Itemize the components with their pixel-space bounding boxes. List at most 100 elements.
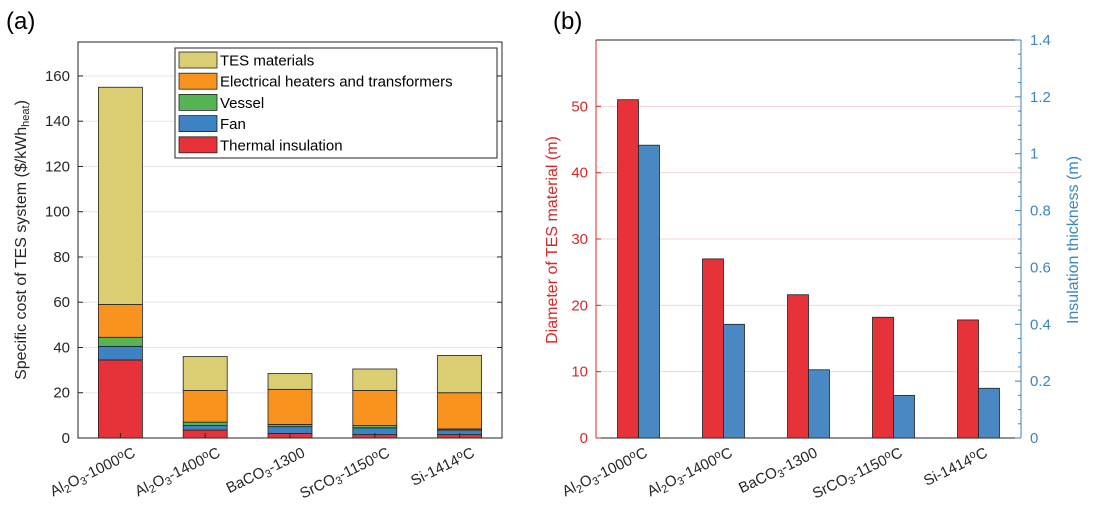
category-label-b-part: BaCO bbox=[736, 464, 780, 497]
category-label-a-part: -1300 bbox=[266, 444, 308, 476]
category-label-a-part: o bbox=[115, 448, 126, 461]
ytick-label-a: 140 bbox=[45, 113, 70, 130]
bar-segment bbox=[182, 425, 228, 431]
category-label-a-part: 3 bbox=[264, 468, 275, 481]
ytick-label-a: 0 bbox=[62, 430, 70, 447]
bar-segment bbox=[437, 355, 483, 394]
category-label-a-part: -1400 bbox=[166, 452, 208, 484]
bar-segment bbox=[98, 345, 143, 361]
y-axis-label-a-sub: heat bbox=[20, 105, 32, 126]
category-label-a-part: C bbox=[121, 444, 138, 464]
category-label-b-part: Si-1414 bbox=[921, 452, 975, 490]
legend-label: Electrical heaters and transformers bbox=[220, 74, 453, 91]
panel-b-label: (b) bbox=[553, 8, 582, 35]
bar-segment bbox=[98, 336, 143, 347]
category-label-b-part: o bbox=[627, 448, 638, 461]
ytick-label-b-left: 50 bbox=[571, 98, 588, 115]
ytick-label-b-right: 0.6 bbox=[1030, 259, 1051, 276]
category-label-b-part: -1300 bbox=[778, 444, 820, 476]
ytick-label-b-right: 0 bbox=[1030, 430, 1038, 447]
legend-label: Vessel bbox=[220, 95, 264, 112]
bar-segment bbox=[98, 359, 143, 439]
chart-b: 0 10 20 30 40 50 0 0.2 0.4 0.6 0.8 1 1.2 1.4 Al2O3-100… bbox=[544, 32, 1082, 504]
bar-segment bbox=[352, 390, 398, 426]
category-label-b-part: 2 bbox=[660, 483, 671, 496]
ytick-label-b-right: 1.4 bbox=[1030, 32, 1051, 49]
category-label-b-part: 2 bbox=[575, 483, 586, 496]
category-label-b-part: SrCO bbox=[810, 471, 851, 503]
category-label-a-part: 3 bbox=[163, 475, 174, 488]
legend-swatch bbox=[178, 72, 218, 90]
legend-swatch bbox=[178, 94, 218, 111]
category-label-b-part: o bbox=[882, 448, 893, 461]
category-label-a-part: o bbox=[200, 448, 211, 461]
category-label-b-part: 3 bbox=[676, 475, 687, 488]
ytick-label-a: 20 bbox=[53, 385, 70, 402]
ytick-label-b-left: 0 bbox=[580, 430, 588, 447]
ytick-label-a: 120 bbox=[45, 158, 70, 175]
ytick-label-b-left: 20 bbox=[571, 297, 588, 314]
chart-a: 0 20 40 60 80 100 120 140 160 Al2O3-1000oCAl2O3-1… bbox=[13, 41, 503, 504]
category-label-b-part: 3 bbox=[847, 475, 858, 488]
bar-segment bbox=[267, 426, 313, 434]
category-label-b-part: C bbox=[973, 444, 990, 464]
category-label-a-part: C bbox=[375, 444, 392, 464]
category-label-a: SrCO3-1150oC bbox=[297, 443, 394, 504]
category-label-a-part: 3 bbox=[79, 475, 90, 488]
category-label-b: Al2O3-1400oC bbox=[644, 443, 736, 502]
bar-segment bbox=[352, 368, 398, 391]
category-label-a-part: 3 bbox=[334, 475, 345, 488]
category-label-b-part: -1400 bbox=[678, 452, 720, 484]
bar-diameter bbox=[872, 316, 894, 439]
category-label-a-part: -1000 bbox=[81, 452, 123, 484]
category-label-b-part: 3 bbox=[591, 475, 602, 488]
y-axis-label-a: Specific cost of TES system ($/kWhheat) bbox=[13, 100, 32, 380]
category-label-b-part: C bbox=[888, 444, 905, 464]
bar-segment bbox=[182, 356, 228, 391]
bar-diameter bbox=[787, 294, 809, 439]
category-label-b-part: o bbox=[712, 448, 723, 461]
bar-segment bbox=[98, 304, 143, 338]
legend-box bbox=[174, 47, 498, 159]
category-label-a: Al2O3-1400oC bbox=[132, 443, 224, 502]
bar-segment bbox=[437, 392, 483, 430]
bar-diameter bbox=[957, 319, 979, 439]
bar-segment bbox=[98, 86, 143, 305]
category-label-a: Al2O3-1000oC bbox=[47, 443, 139, 502]
category-label-a-part: Si-1414 bbox=[408, 452, 462, 490]
ytick-label-a: 40 bbox=[53, 339, 70, 356]
ytick-label-a: 60 bbox=[53, 294, 70, 311]
category-label-b-part: -1000 bbox=[593, 452, 635, 484]
ytick-label-b-right: 1.2 bbox=[1030, 89, 1051, 106]
category-label-a-part: C bbox=[206, 444, 223, 464]
category-label-b: SrCO3-1150oC bbox=[809, 443, 906, 504]
category-label-b-part: C bbox=[633, 444, 650, 464]
bar-insulation bbox=[638, 144, 660, 439]
category-label-a-part: BaCO bbox=[224, 464, 268, 497]
ytick-label-b-left: 40 bbox=[571, 165, 588, 182]
category-label-a-part: C bbox=[460, 444, 477, 464]
legend-label: TES materials bbox=[220, 53, 314, 70]
category-label-b-part: C bbox=[718, 444, 735, 464]
category-label-a: BaCO3-1300 bbox=[224, 444, 309, 499]
bar-segment bbox=[267, 388, 313, 425]
category-label-b: Al2O3-1000oC bbox=[559, 443, 651, 502]
category-label-a-part: 2 bbox=[147, 483, 158, 496]
legend-swatch bbox=[178, 51, 218, 69]
category-label-b-part: 3 bbox=[776, 468, 787, 481]
ytick-label-b-left: 10 bbox=[571, 364, 588, 381]
category-label-a-part: SrCO bbox=[297, 471, 338, 503]
ytick-label-b-right: 0.4 bbox=[1030, 316, 1051, 333]
bar-segment bbox=[182, 390, 228, 423]
bar-diameter bbox=[617, 99, 639, 439]
category-label-a-part: o bbox=[369, 448, 380, 461]
ytick-label-a: 160 bbox=[45, 68, 70, 85]
bar-segment bbox=[267, 373, 313, 390]
ytick-label-a: 80 bbox=[53, 249, 70, 266]
category-label-a: Si-1414oC bbox=[408, 443, 478, 489]
legend-swatch bbox=[178, 136, 218, 154]
ytick-label-b-right: 0.2 bbox=[1030, 373, 1051, 390]
bar-insulation bbox=[978, 387, 1000, 439]
y-axis-label-b-left: Diameter of TES material (m) bbox=[544, 136, 561, 344]
legend-label: Thermal insulation bbox=[220, 137, 343, 154]
